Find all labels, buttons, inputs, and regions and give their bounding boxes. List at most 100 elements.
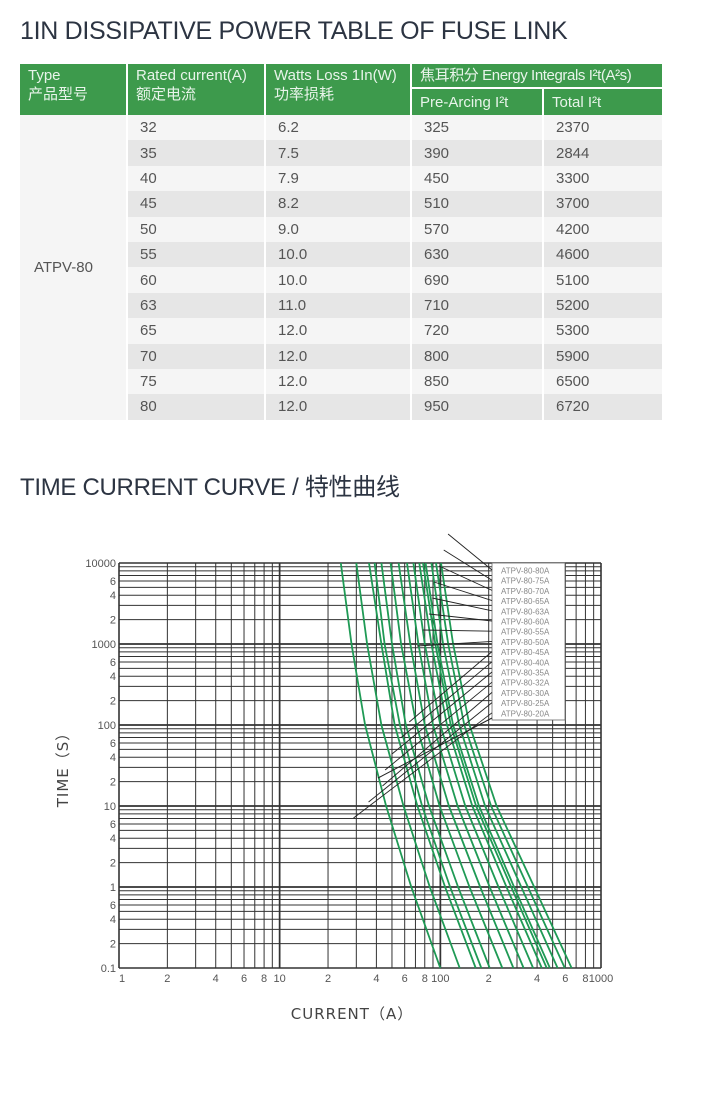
table-cell: 2370: [543, 115, 662, 141]
x-tick-label: 8: [582, 973, 588, 985]
table-cell: 8.2: [265, 191, 412, 217]
header-pre-arcing: Pre-Arcing I²t: [411, 87, 544, 115]
y-tick-label: 4: [110, 914, 116, 926]
table-row: 60 10.0 690 5100: [20, 267, 662, 293]
dissipative-power-table: Type 产品型号 Rated current(A) 额定电流 Watts Loss…: [20, 64, 662, 420]
table-cell: 570: [411, 216, 544, 242]
table-cell: 7.5: [265, 140, 412, 166]
x-tick-label: 4: [534, 973, 540, 985]
y-tick-label: 2: [110, 858, 116, 870]
table-cell: 5200: [543, 292, 662, 319]
table-cell: 850: [411, 368, 544, 395]
y-tick-label: 4: [110, 671, 116, 683]
table-cell: 12.0: [265, 343, 412, 369]
table-row: 55 10.0 630 4600: [20, 241, 662, 268]
legend-label: ATPV-80-75A: [501, 577, 550, 586]
table-cell: 5300: [543, 318, 662, 344]
y-tick-label: 1: [110, 882, 116, 894]
legend-label: ATPV-80-35A: [501, 669, 550, 678]
header-type-cn: 产品型号: [28, 86, 89, 103]
y-tick-label: 4: [110, 590, 116, 602]
legend-label: ATPV-80-70A: [501, 587, 550, 596]
table-row: 50 9.0 570 4200: [20, 216, 662, 242]
x-tick-label: 10: [274, 973, 286, 985]
table-cell: 9.0: [265, 216, 412, 242]
y-tick-label: 2: [110, 615, 116, 627]
chart-title: TIME CURRENT CURVE / 特性曲线: [20, 474, 400, 501]
table-cell: 2844: [543, 140, 662, 166]
table-row: 65 12.0 720 5300: [20, 318, 662, 344]
table-cell: 60: [127, 267, 266, 293]
table-cell: 6.2: [265, 115, 412, 141]
table-cell: 32: [127, 115, 266, 141]
legend-leader-line: [428, 613, 493, 622]
legend-leader-line: [391, 671, 493, 755]
table-row: ATPV-80 32 6.2 325 2370: [20, 115, 662, 420]
table-cell: 80: [127, 394, 266, 420]
table-cell: 800: [411, 343, 544, 369]
header-rated-cn: 额定电流: [136, 86, 197, 103]
y-tick-label: 10: [104, 801, 116, 813]
table-cell: 7.9: [265, 165, 412, 192]
table-cell: 70: [127, 343, 266, 369]
y-tick-label: 6: [110, 576, 116, 588]
legend-label: ATPV-80-63A: [501, 607, 550, 616]
y-tick-label: 100: [98, 720, 116, 732]
table-cell: 3300: [543, 165, 662, 192]
y-tick-label: 6: [110, 738, 116, 750]
x-tick-label: 4: [373, 973, 379, 985]
table-cell: 55: [127, 241, 266, 268]
table-title: 1IN DISSIPATIVE POWER TABLE OF FUSE LINK: [20, 17, 568, 45]
table-cell: 65: [127, 318, 266, 344]
table-cell: 11.0: [265, 292, 412, 319]
legend-label: ATPV-80-30A: [501, 689, 550, 698]
curve-ATPV-80-40A: [389, 562, 504, 969]
table-cell: 63: [127, 292, 266, 319]
header-total: Total I²t: [543, 87, 662, 115]
legend-leader-line: [382, 692, 493, 787]
legend-label: ATPV-80-60A: [501, 618, 550, 627]
table-cell: 45: [127, 191, 266, 217]
x-tick-label: 6: [241, 973, 247, 985]
legend-label: ATPV-80-32A: [501, 679, 550, 688]
y-tick-label: 6: [110, 657, 116, 669]
legend-leader-line: [433, 581, 493, 602]
y-tick-label: 10000: [85, 558, 116, 570]
table-cell: 10.0: [265, 267, 412, 293]
header-type-en: Type: [28, 67, 61, 84]
table-row: 75 12.0 850 6500: [20, 368, 662, 395]
legend-leader-line: [368, 702, 493, 803]
x-tick-label: 2: [325, 973, 331, 985]
table-cell: 12.0: [265, 318, 412, 344]
table-cell: 5100: [543, 267, 662, 293]
table-row: 63 11.0 710 5200: [20, 292, 662, 319]
x-tick-label: 2: [486, 973, 492, 985]
y-tick-label: 2: [110, 777, 116, 789]
table-row: 35 7.5 390 2844: [20, 140, 662, 166]
table-cell: 325: [411, 115, 544, 141]
table-cell: 40: [127, 165, 266, 192]
legend-leader-line: [384, 681, 493, 771]
legend-leader-line: [447, 533, 493, 571]
table-cell: 690: [411, 267, 544, 293]
legend-label: ATPV-80-45A: [501, 648, 550, 657]
curve-ATPV-80-55A: [412, 562, 534, 969]
table-row: 80 12.0 950 6720: [20, 394, 662, 420]
legend-label: ATPV-80-40A: [501, 658, 550, 667]
curve-ATPV-80-32A: [373, 562, 483, 969]
legend-leader-line: [438, 565, 493, 591]
table-cell: 12.0: [265, 394, 412, 420]
x-tick-label: 6: [562, 973, 568, 985]
legend-label: ATPV-80-25A: [501, 699, 550, 708]
x-tick-label: 4: [213, 973, 219, 985]
curve-ATPV-80-35A: [380, 562, 491, 969]
table-cell: 630: [411, 241, 544, 268]
y-axis-label: TIME（S）: [54, 725, 72, 809]
table-cell: 4600: [543, 241, 662, 268]
legend-leader-line: [400, 661, 493, 739]
table-cell: 450: [411, 165, 544, 192]
y-tick-label: 0.1: [101, 963, 116, 975]
curve-ATPV-80-45A: [397, 562, 515, 969]
x-tick-label: 8: [422, 973, 428, 985]
table-cell: 4200: [543, 216, 662, 242]
